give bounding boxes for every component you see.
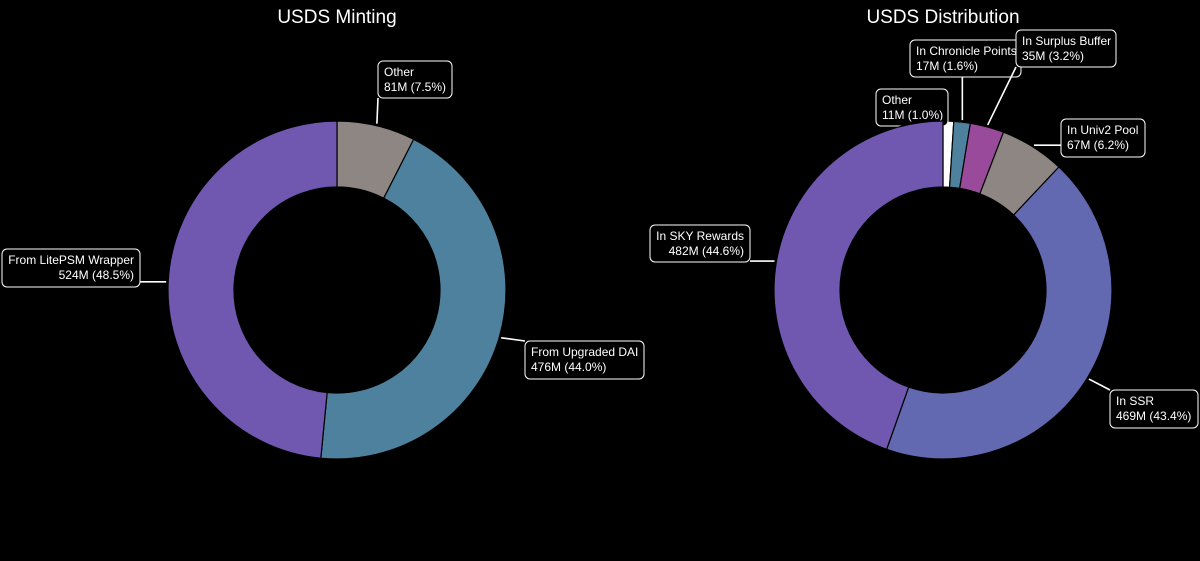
minting-label-box-other: [377, 60, 453, 99]
distribution-label-value-in-ssr: 469M (43.4%): [1116, 409, 1191, 423]
distribution-label-name-other: Other: [882, 93, 912, 107]
distribution-label-name-in-surplus-buffer: In Surplus Buffer: [1022, 34, 1111, 48]
distribution-label-value-in-univ2-pool: 67M (6.2%): [1067, 138, 1129, 152]
minting-label-box-from-litepsm-wrapper: [1, 248, 141, 288]
distribution-leader-in-ssr: [1088, 378, 1111, 391]
distribution-label-box-in-univ2-pool: [1060, 118, 1146, 158]
minting-label-value-other: 81M (7.5%): [384, 80, 446, 94]
distribution-label-value-in-sky-rewards: 482M (44.6%): [669, 244, 744, 258]
minting-chart-title: USDS Minting: [277, 7, 396, 28]
distribution-label-name-in-chronicle-points: In Chronicle Points: [916, 44, 1017, 58]
minting-label-name-from-litepsm-wrapper: From LitePSM Wrapper: [8, 253, 134, 267]
minting-label-name-other: Other: [384, 65, 414, 79]
distribution-label-box-in-ssr: [1109, 389, 1199, 429]
distribution-slice-in-ssr: [885, 166, 1113, 460]
minting-label-value-from-litepsm-wrapper: 524M (48.5%): [59, 268, 134, 282]
distribution-leader-in-surplus-buffer: [986, 66, 1017, 126]
distribution-label-box-in-sky-rewards: [649, 224, 751, 263]
minting-leader-other: [376, 97, 379, 124]
distribution-label-name-in-sky-rewards: In SKY Rewards: [656, 229, 744, 243]
distribution-chart-title: USDS Distribution: [866, 7, 1019, 28]
minting-slice-from-litepsm-wrapper: [167, 120, 338, 459]
minting-leader-from-upgraded-dai: [501, 337, 526, 342]
distribution-label-name-in-ssr: In SSR: [1116, 394, 1154, 408]
distribution-label-box-in-surplus-buffer: [1015, 29, 1117, 68]
minting-label-name-from-upgraded-dai: From Upgraded DAI: [531, 345, 638, 359]
distribution-label-value-in-chronicle-points: 17M (1.6%): [916, 59, 978, 73]
distribution-label-value-other: 11M (1.0%): [882, 108, 943, 122]
minting-label-value-from-upgraded-dai: 476M (44.0%): [531, 360, 606, 374]
minting-label-box-from-upgraded-dai: [524, 340, 645, 380]
distribution-label-value-in-surplus-buffer: 35M (3.2%): [1022, 49, 1084, 63]
distribution-label-name-in-univ2-pool: In Univ2 Pool: [1067, 123, 1138, 137]
distribution-slice-in-sky-rewards: [773, 120, 944, 451]
minting-slice-from-upgraded-dai: [320, 138, 507, 460]
